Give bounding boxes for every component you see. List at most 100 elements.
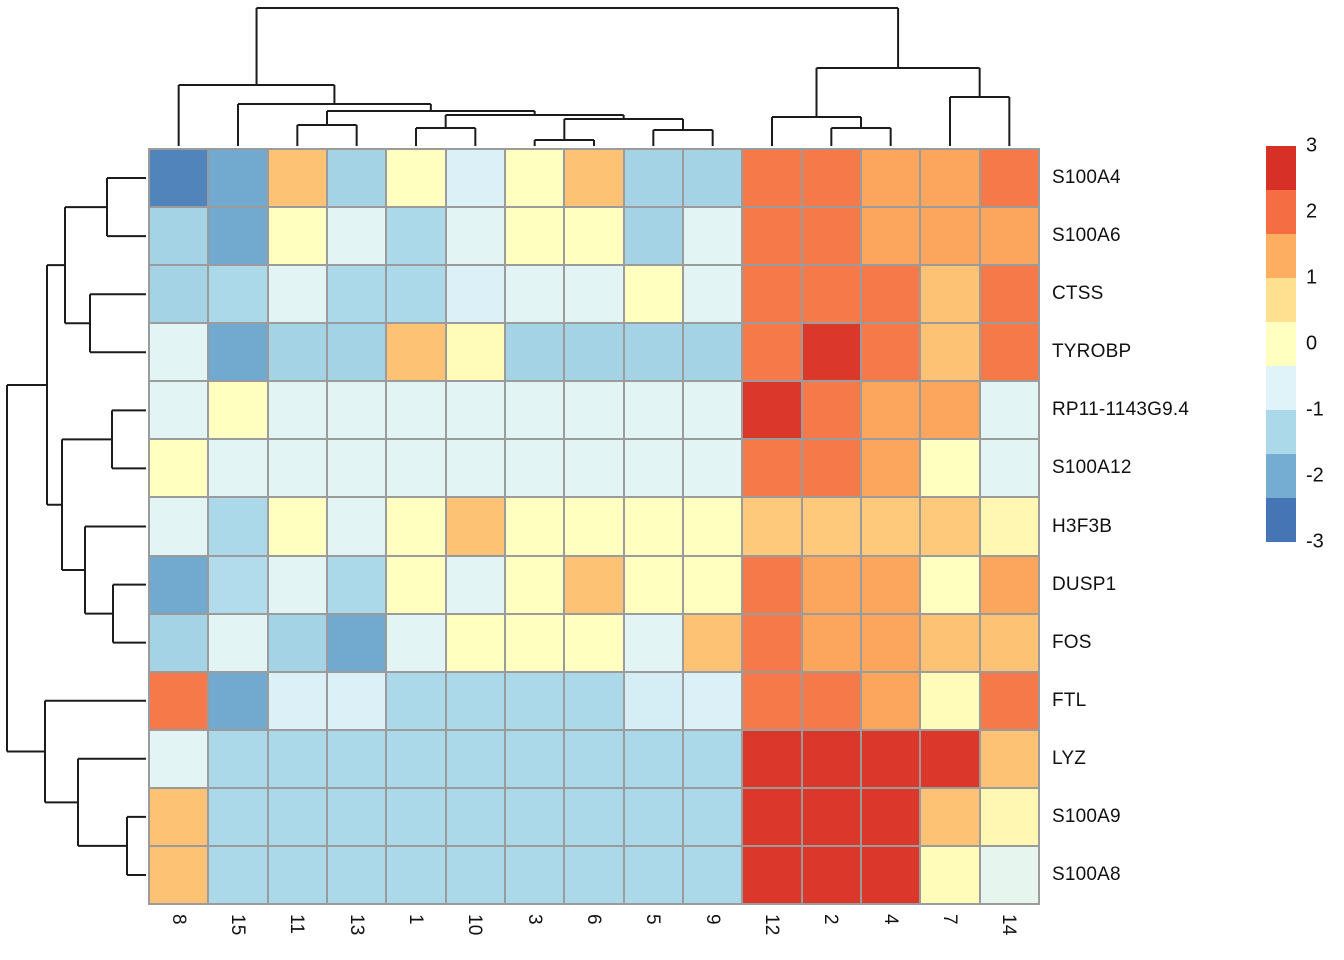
heatmap-cell bbox=[209, 556, 267, 613]
heatmap-cell bbox=[624, 672, 682, 729]
legend-tick-label: -2 bbox=[1306, 464, 1324, 487]
heatmap-cell bbox=[624, 208, 682, 265]
heatmap-cell bbox=[209, 498, 267, 555]
heatmap-cell bbox=[387, 266, 445, 323]
heatmap-cell bbox=[624, 324, 682, 381]
heatmap-cell bbox=[268, 150, 326, 207]
heatmap-cell bbox=[743, 382, 801, 439]
heatmap-cell bbox=[505, 324, 564, 381]
legend-color-block bbox=[1266, 322, 1296, 366]
heatmap-cell bbox=[446, 266, 504, 323]
heatmap-cell bbox=[209, 788, 267, 845]
heatmap-cell bbox=[565, 614, 623, 671]
column-label: 15 bbox=[227, 914, 248, 936]
heatmap-cell bbox=[565, 440, 623, 497]
row-label: S100A9 bbox=[1052, 805, 1121, 827]
heatmap-cell bbox=[624, 788, 682, 845]
heatmap-cell bbox=[150, 440, 208, 497]
heatmap-cell bbox=[624, 498, 682, 555]
heatmap-cell bbox=[980, 730, 1038, 787]
legend-color-block bbox=[1266, 498, 1296, 542]
column-label: 12 bbox=[761, 914, 782, 936]
legend-color-block bbox=[1266, 190, 1296, 234]
heatmap-cell bbox=[327, 150, 386, 207]
row-label: RP11-1143G9.4 bbox=[1052, 399, 1190, 421]
column-label: 7 bbox=[939, 914, 960, 925]
heatmap-cell bbox=[624, 382, 682, 439]
legend-color-block bbox=[1266, 454, 1296, 498]
column-label: 13 bbox=[345, 914, 367, 936]
row-label: CTSS bbox=[1052, 283, 1104, 305]
heatmap-cell bbox=[921, 672, 979, 729]
legend-tick-label: 2 bbox=[1306, 200, 1318, 223]
heatmap-cell bbox=[327, 266, 386, 323]
heatmap-cell bbox=[209, 266, 267, 323]
heatmap-cell bbox=[921, 614, 979, 671]
heatmap-cell bbox=[268, 556, 326, 613]
legend-color-block bbox=[1266, 146, 1296, 190]
heatmap-cell bbox=[268, 614, 326, 671]
heatmap-cell bbox=[624, 846, 682, 903]
heatmap-cell bbox=[921, 730, 979, 787]
row-label: S100A8 bbox=[1052, 863, 1121, 885]
column-label: 4 bbox=[879, 914, 901, 925]
legend-tick-label: -3 bbox=[1306, 530, 1324, 553]
heatmap-cell bbox=[387, 556, 445, 613]
heatmap-cell bbox=[505, 440, 564, 497]
legend-color-block bbox=[1266, 410, 1296, 454]
heatmap-cell bbox=[624, 150, 682, 207]
legend-tick-label: 3 bbox=[1306, 134, 1318, 157]
heatmap-cell bbox=[150, 614, 208, 671]
heatmap-cell bbox=[150, 150, 208, 207]
heatmap-cell bbox=[446, 208, 504, 265]
heatmap-cell bbox=[565, 556, 623, 613]
row-label: S100A12 bbox=[1052, 457, 1132, 479]
heatmap-cell bbox=[209, 614, 267, 671]
row-label: TYROBP bbox=[1052, 341, 1132, 363]
heatmap-cell bbox=[387, 672, 445, 729]
legend-tick-label: -1 bbox=[1306, 398, 1324, 421]
heatmap-cell bbox=[268, 788, 326, 845]
heatmap-cell bbox=[446, 846, 504, 903]
legend-color-block bbox=[1266, 234, 1296, 278]
row-label: FOS bbox=[1052, 631, 1092, 653]
heatmap-cell bbox=[268, 266, 326, 323]
heatmap-cell bbox=[565, 382, 623, 439]
legend-color-block bbox=[1266, 278, 1296, 322]
heatmap-cell bbox=[861, 208, 920, 265]
heatmap-cell bbox=[150, 208, 208, 265]
heatmap-cell bbox=[268, 672, 326, 729]
heatmap-cell bbox=[980, 440, 1038, 497]
heatmap-cell bbox=[268, 846, 326, 903]
heatmap-cell bbox=[505, 266, 564, 323]
heatmap-cell bbox=[327, 846, 386, 903]
heatmap-cell bbox=[505, 846, 564, 903]
row-label: S100A6 bbox=[1052, 225, 1121, 247]
heatmap-cell bbox=[802, 382, 860, 439]
heatmap-cell bbox=[387, 846, 445, 903]
heatmap-cell bbox=[209, 324, 267, 381]
heatmap-cell bbox=[505, 730, 564, 787]
heatmap-cell bbox=[802, 730, 860, 787]
heatmap-cell bbox=[683, 730, 742, 787]
heatmap-cell bbox=[327, 614, 386, 671]
heatmap-cell bbox=[268, 498, 326, 555]
heatmap-cell bbox=[446, 672, 504, 729]
heatmap-cell bbox=[446, 150, 504, 207]
heatmap-cell bbox=[980, 208, 1038, 265]
heatmap-cell bbox=[268, 208, 326, 265]
heatmap-cell bbox=[802, 208, 860, 265]
heatmap-cell bbox=[446, 788, 504, 845]
heatmap-cell bbox=[683, 440, 742, 497]
heatmap-cell bbox=[268, 730, 326, 787]
heatmap-cell bbox=[743, 324, 801, 381]
column-label: 11 bbox=[286, 914, 308, 935]
heatmap-cell bbox=[861, 846, 920, 903]
heatmap-cell bbox=[921, 788, 979, 845]
heatmap-cell bbox=[861, 266, 920, 323]
heatmap-cell bbox=[861, 730, 920, 787]
heatmap-cell bbox=[327, 730, 386, 787]
heatmap-cell bbox=[743, 846, 801, 903]
column-label: 9 bbox=[701, 914, 723, 925]
heatmap-cell bbox=[150, 672, 208, 729]
